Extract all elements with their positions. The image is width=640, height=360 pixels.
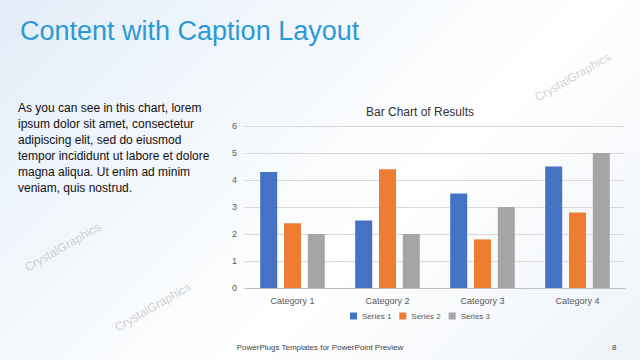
svg-text:Category 2: Category 2	[365, 296, 409, 306]
svg-text:0: 0	[232, 283, 237, 293]
html-text:Content with Caption Layout: Content with Caption Layout	[20, 16, 360, 46]
svg-text:Category 1: Category 1	[270, 296, 314, 306]
html-text:CrystalGraphics: CrystalGraphics	[22, 219, 104, 275]
svg-text:Bar Chart of Results: Bar Chart of Results	[366, 105, 474, 119]
html-text:CrystalGraphics: CrystalGraphics	[112, 279, 194, 335]
html-text:8: 8	[612, 343, 617, 352]
html-text:As you can see in this chart,: As you can see in this chart, lorem ipsu…	[18, 101, 210, 195]
svg-text:Category 4: Category 4	[555, 296, 599, 306]
svg-text:2: 2	[232, 229, 237, 239]
svg-text:1: 1	[232, 256, 237, 266]
svg-text:Series 3: Series 3	[461, 312, 491, 321]
svg-text:3: 3	[232, 202, 237, 212]
svg-text:Series 1: Series 1	[362, 312, 392, 321]
svg-text:6: 6	[232, 121, 237, 131]
svg-text:Category 3: Category 3	[460, 296, 504, 306]
svg-text:Series 2: Series 2	[411, 312, 441, 321]
html-text:PowerPlugs Templates for Power: PowerPlugs Templates for PowerPoint Prev…	[236, 343, 404, 352]
svg-text:4: 4	[232, 175, 237, 185]
html-text:CrystalGraphics: CrystalGraphics	[532, 49, 614, 105]
svg-text:5: 5	[232, 148, 237, 158]
